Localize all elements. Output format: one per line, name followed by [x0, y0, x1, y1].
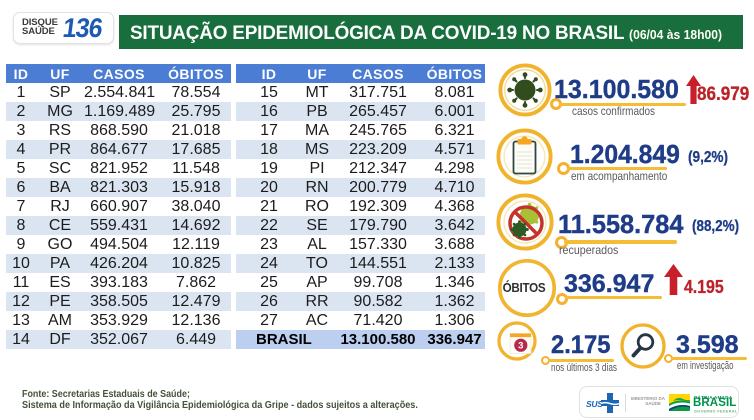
svg-text:3: 3 — [518, 341, 523, 352]
